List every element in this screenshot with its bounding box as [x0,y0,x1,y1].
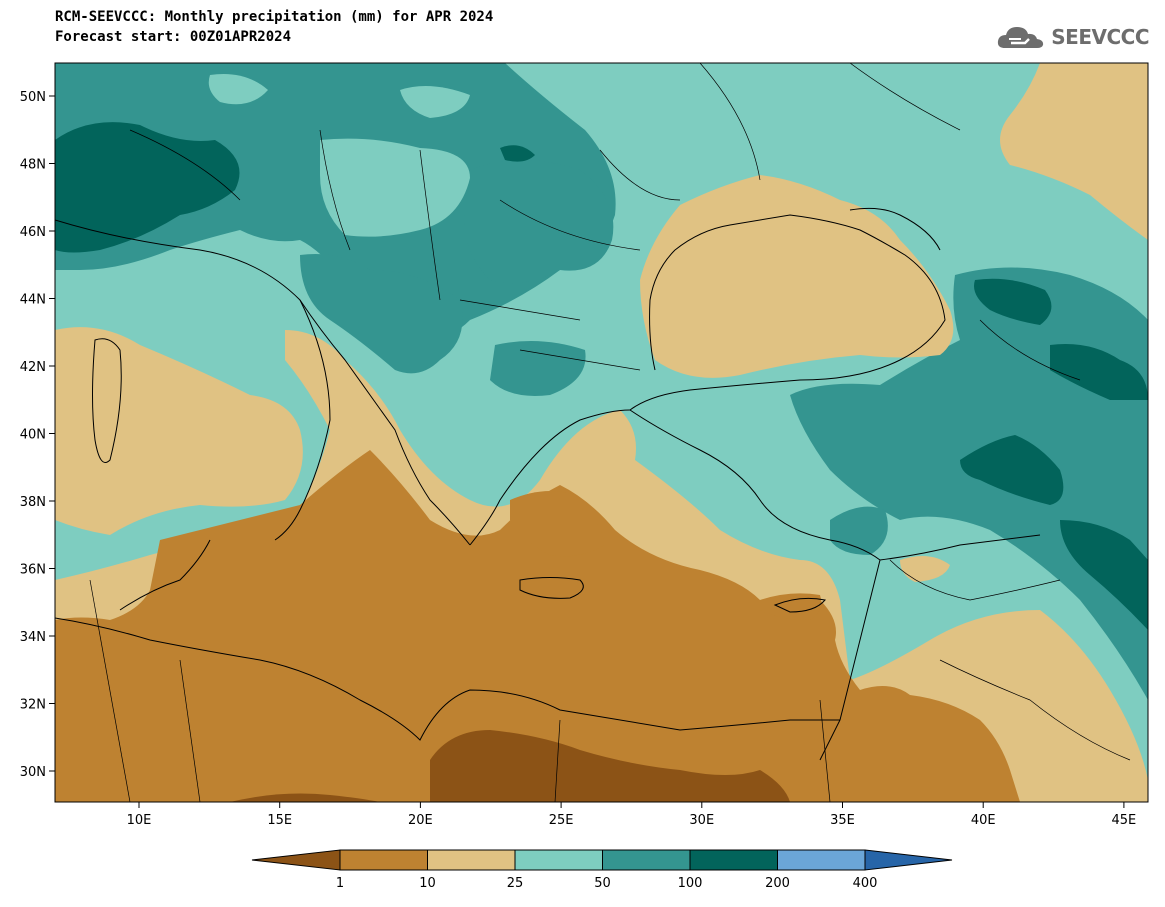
lat-tick-label: 48N [20,158,46,173]
lat-tick-label: 38N [20,495,46,510]
lon-tick-label: 10E [127,813,152,828]
region-armenia-very-wet [1050,344,1148,400]
lon-tick-label: 25E [549,813,574,828]
logo-text: SEEVCCC [1051,25,1149,49]
lon-tick-label: 45E [1112,813,1137,828]
region-east-turkey-very-wet [960,435,1064,505]
lon-tick-label: 30E [689,813,714,828]
lat-tick-label: 32N [20,698,46,713]
map-title: RCM-SEEVCCC: Monthly precipitation (mm) … [55,9,494,25]
region-bulgaria-wet [490,341,586,396]
lon-tick-label: 15E [267,813,292,828]
country-borders [89,63,1131,802]
lat-tick-label: 34N [20,630,46,645]
colorbar-label: 400 [853,876,878,891]
colorbar-segment [689,849,778,871]
lat-tick-label: 44N [20,293,46,308]
latitude-axis: 50N 48N 46N 44N 42N 40N 38N 36N 34N 32N 30N [20,90,55,780]
lon-tick-label: 20E [408,813,433,828]
map-frame [54,62,1149,803]
region-sea-patch-dry [158,461,185,486]
region-black-sea-dry [640,175,954,378]
region-sahara-west-driest [230,793,380,802]
region-syria-patch-dry [900,556,950,582]
region-cyprus-sea-very-dry [760,593,822,620]
region-balkans-wet [300,254,463,374]
lat-tick-label: 42N [20,360,46,375]
longitude-axis: 10E 15E 20E 25E 30E 35E 40E 45E [127,802,1137,828]
region-caucasus-very-wet [974,278,1052,325]
region-ukraine-east-dry [1000,63,1148,240]
seevccc-logo: SEEVCCC [995,22,1149,52]
colorbar-segment [251,849,341,871]
region-poland-very-wet [500,145,535,162]
colorbar-label: 200 [765,876,790,891]
region-libya-egypt-very-dry [55,450,1020,802]
region-crete-sea-very-dry [510,491,605,557]
lon-tick-label: 40E [971,813,996,828]
colorbar-segment [427,849,516,871]
colorbar-segment [864,849,953,871]
colorbar-segment [514,849,603,871]
colorbar-label: 50 [594,876,611,891]
region-western-med-dry [55,327,303,535]
lat-tick-label: 36N [20,563,46,578]
colorbar-segment [339,849,428,871]
colorbar: 1 10 25 50 100 200 400 [251,849,953,891]
map-area [55,63,1148,802]
region-patch-hungary [320,138,470,237]
region-alps-very-wet [55,122,240,253]
colorbar-segment [602,849,691,871]
lat-tick-label: 30N [20,765,46,780]
lon-tick-label: 35E [830,813,855,828]
region-patch-germany [208,74,268,105]
lat-tick-label: 46N [20,225,46,240]
colorbar-label: 1 [336,876,344,891]
lat-tick-label: 50N [20,90,46,105]
coastlines [55,207,1041,761]
region-zagros-very-wet [1060,520,1148,630]
region-libyan-desert-driest [430,730,790,802]
colorbar-label: 25 [507,876,524,891]
forecast-start-label: Forecast start: 00Z01APR2024 [55,29,292,45]
region-patch-slovakia [400,86,470,118]
colorbar-label: 100 [678,876,703,891]
colorbar-label: 10 [419,876,436,891]
colorbar-segment [777,849,866,871]
region-caucasus-wet [790,267,1148,700]
lat-tick-label: 40N [20,428,46,443]
cloud-logo-icon [998,27,1044,48]
